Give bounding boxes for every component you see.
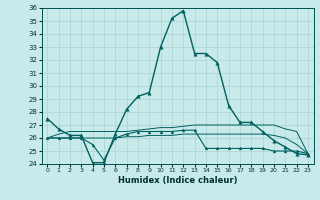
X-axis label: Humidex (Indice chaleur): Humidex (Indice chaleur): [118, 176, 237, 185]
